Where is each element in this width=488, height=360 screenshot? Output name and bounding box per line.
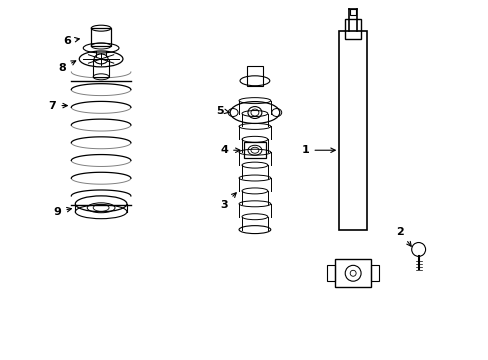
Bar: [91, 28, 111, 46]
Text: 8: 8: [59, 61, 76, 73]
Bar: [326, 265, 335, 281]
Bar: [93, 59, 109, 77]
Text: 9: 9: [54, 207, 71, 217]
Text: 2: 2: [395, 226, 410, 246]
Bar: [246, 66, 263, 86]
Text: 4: 4: [220, 145, 240, 155]
Bar: [244, 142, 265, 158]
Text: 1: 1: [301, 145, 335, 155]
Text: 3: 3: [220, 193, 236, 210]
Bar: [335, 260, 370, 287]
Bar: [370, 265, 378, 281]
Bar: [339, 31, 366, 230]
Text: 5: 5: [216, 105, 229, 116]
Bar: [345, 19, 360, 39]
Text: 7: 7: [49, 100, 67, 111]
Bar: [349, 9, 355, 15]
Text: 6: 6: [63, 36, 79, 46]
